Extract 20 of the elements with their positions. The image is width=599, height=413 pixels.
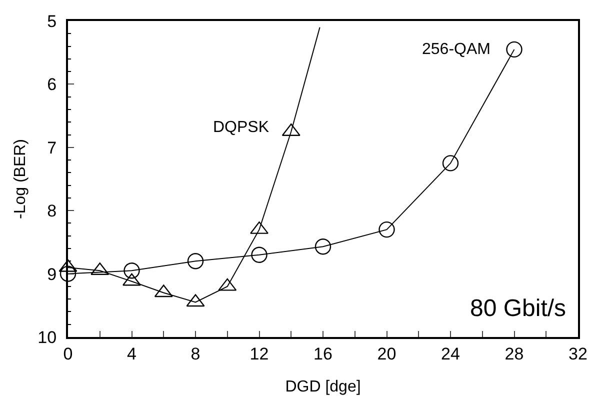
x-tick-label: 4 (127, 344, 136, 364)
y-tick-label: 9 (47, 264, 57, 284)
x-tick-label: 32 (568, 344, 588, 364)
x-tick-label: 20 (377, 344, 396, 364)
y-tick-label: 8 (47, 202, 57, 221)
x-axis-title: DGD [dge] (285, 378, 361, 396)
series-label: DQPSK (213, 119, 270, 136)
y-axis-title: -Log (BER) (12, 138, 30, 220)
x-tick-label: 16 (314, 344, 332, 364)
annotation: 80 Gbit/s (470, 295, 566, 322)
x-tick-label: 0 (63, 344, 73, 364)
x-tick-label: 24 (441, 344, 460, 364)
x-tick-label: 28 (504, 344, 524, 364)
y-tick-label: 7 (47, 138, 57, 158)
y-tick-label: 6 (47, 75, 57, 94)
y-tick-label: 5 (47, 12, 57, 31)
series-label: 256-QAM (422, 41, 490, 58)
x-tick-label: 8 (190, 344, 200, 364)
x-tick-label: 12 (250, 344, 269, 364)
y-tick-label: 10 (38, 328, 57, 347)
